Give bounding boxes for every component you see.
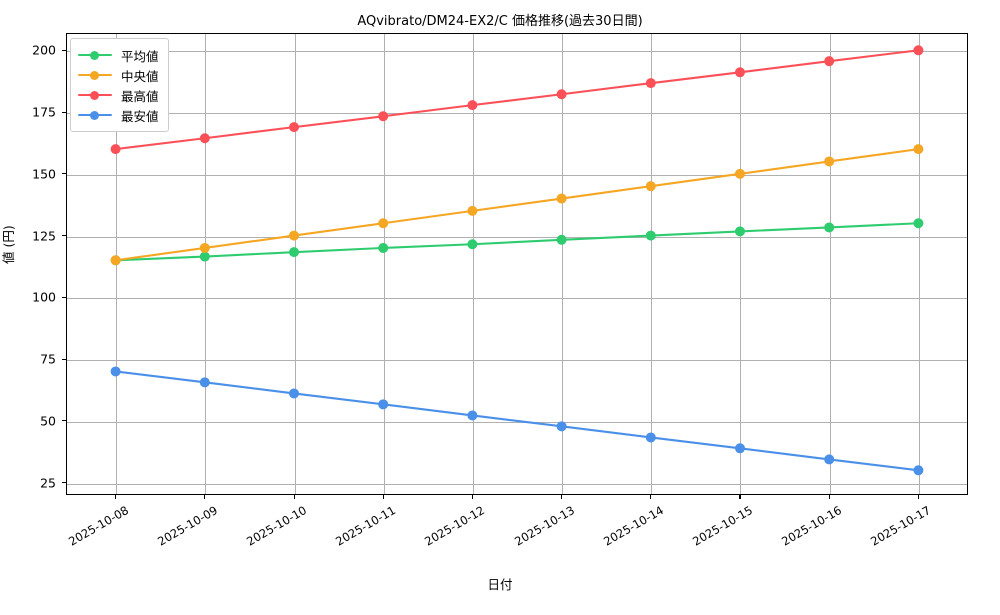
x-axis-label: 日付: [487, 577, 513, 592]
x-tick-mark: [382, 495, 384, 499]
y-tick-label: 150: [32, 166, 56, 182]
x-tick-label: 2025-10-16: [779, 503, 845, 549]
legend-item-4[interactable]: 最安値: [78, 105, 159, 125]
legend-label: 最高値: [121, 88, 159, 104]
gridline-horizontal: [67, 51, 967, 53]
y-tick-mark: [62, 420, 66, 422]
x-tick-label: 2025-10-09: [154, 503, 220, 549]
gridline-vertical: [562, 34, 564, 494]
y-tick-label: 75: [40, 351, 56, 367]
gridline-vertical: [918, 34, 920, 494]
x-tick-label: 2025-10-14: [600, 503, 666, 549]
gridline-horizontal: [67, 360, 967, 362]
gridline-horizontal: [67, 483, 967, 485]
y-tick-label: 200: [32, 42, 56, 58]
x-tick-label: 2025-10-12: [422, 503, 488, 549]
chart-figure: AQvibrato/DM24-EX2/C 価格推移(過去30日間) 25 50 75…: [1, 14, 968, 592]
legend-swatch-icon: [78, 68, 112, 82]
gridline-horizontal: [67, 174, 967, 176]
gridline-horizontal: [67, 298, 967, 300]
y-tick-mark: [62, 235, 66, 237]
x-tick-mark: [739, 495, 741, 499]
x-tick-label: 2025-10-11: [333, 503, 399, 549]
legend-item-3[interactable]: 最高値: [78, 85, 159, 105]
gridline-horizontal: [67, 421, 967, 423]
gridline-horizontal: [67, 236, 967, 238]
gridline-vertical: [740, 34, 742, 494]
x-tick-label: 2025-10-10: [244, 503, 309, 549]
x-tick-mark: [561, 495, 563, 499]
x-tick-label: 2025-10-13: [511, 503, 577, 549]
gridline-vertical: [472, 34, 474, 494]
x-tick-mark: [293, 495, 295, 499]
legend-swatch-icon: [78, 88, 112, 102]
chart-title: AQvibrato/DM24-EX2/C 価格推移(過去30日間): [357, 14, 643, 29]
x-tick-label: 2025-10-17: [868, 503, 934, 549]
x-tick-mark: [828, 495, 830, 499]
gridline-vertical: [205, 34, 207, 494]
legend-item-1[interactable]: 平均値: [78, 45, 159, 65]
legend-label: 平均値: [121, 48, 159, 64]
x-tick-mark: [650, 495, 652, 499]
gridline-vertical: [294, 34, 296, 494]
y-tick-label: 25: [40, 475, 56, 491]
y-axis-label: 値 (円): [1, 225, 16, 264]
legend-swatch-icon: [78, 108, 112, 122]
y-tick-mark: [62, 111, 66, 113]
gridline-vertical: [651, 34, 653, 494]
y-tick-mark: [62, 296, 66, 298]
gridline-horizontal: [67, 113, 967, 115]
y-tick-mark: [62, 358, 66, 360]
plot-area: [66, 33, 968, 495]
x-tick-mark: [917, 495, 919, 499]
x-tick-mark: [471, 495, 473, 499]
x-tick-mark: [204, 495, 206, 499]
y-tick-label: 125: [32, 228, 56, 244]
y-tick-label: 175: [32, 104, 56, 120]
gridline-vertical: [383, 34, 385, 494]
legend-label: 最安値: [121, 108, 159, 124]
chart-legend: 平均値中央値最高値最安値: [70, 38, 169, 132]
legend-swatch-icon: [78, 48, 112, 62]
x-tick-mark: [115, 495, 117, 499]
y-tick-mark: [62, 49, 66, 51]
y-tick-mark: [62, 482, 66, 484]
x-tick-label: 2025-10-15: [690, 503, 755, 549]
legend-item-2[interactable]: 中央値: [78, 65, 159, 85]
y-tick-label: 50: [40, 413, 56, 429]
legend-label: 中央値: [121, 68, 159, 84]
y-tick-mark: [62, 173, 66, 175]
gridline-vertical: [829, 34, 831, 494]
y-tick-label: 100: [32, 289, 56, 305]
